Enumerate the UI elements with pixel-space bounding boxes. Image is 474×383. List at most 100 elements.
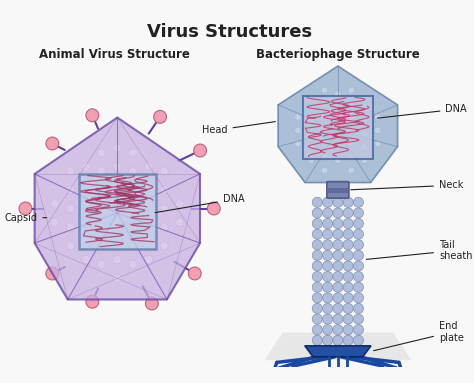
Circle shape [348, 87, 355, 94]
Circle shape [374, 114, 381, 120]
Circle shape [312, 272, 322, 282]
Circle shape [354, 240, 364, 250]
Circle shape [333, 293, 343, 303]
Circle shape [361, 144, 368, 150]
Circle shape [354, 293, 364, 303]
Circle shape [312, 240, 322, 250]
Circle shape [321, 127, 328, 134]
Bar [303, 97, 373, 159]
Circle shape [98, 149, 106, 157]
Circle shape [66, 204, 74, 213]
Circle shape [154, 110, 166, 123]
Circle shape [335, 131, 341, 137]
Circle shape [160, 167, 168, 175]
Circle shape [312, 208, 322, 218]
Circle shape [312, 314, 322, 324]
Circle shape [98, 167, 106, 175]
Circle shape [343, 197, 353, 207]
Circle shape [333, 250, 343, 260]
Circle shape [46, 137, 59, 150]
Bar [328, 188, 348, 193]
Circle shape [113, 218, 121, 226]
Circle shape [82, 181, 90, 189]
Circle shape [343, 314, 353, 324]
Circle shape [312, 197, 322, 207]
Circle shape [354, 282, 364, 292]
Circle shape [19, 202, 32, 215]
Circle shape [129, 242, 137, 250]
Circle shape [343, 272, 353, 282]
Text: Virus Structures: Virus Structures [147, 23, 312, 41]
Circle shape [354, 303, 364, 314]
Circle shape [145, 255, 153, 264]
Circle shape [312, 229, 322, 239]
Circle shape [354, 208, 364, 218]
Text: Pins: Pins [0, 382, 1, 383]
Circle shape [129, 223, 137, 231]
Circle shape [129, 167, 137, 175]
Circle shape [343, 303, 353, 314]
Circle shape [113, 274, 121, 282]
Circle shape [348, 114, 355, 120]
Circle shape [176, 200, 184, 208]
Circle shape [308, 131, 314, 137]
Text: Tail fibers: Tail fibers [0, 382, 1, 383]
Text: End
plate: End plate [374, 321, 464, 351]
FancyBboxPatch shape [327, 182, 349, 198]
Circle shape [145, 200, 153, 208]
Circle shape [322, 197, 333, 207]
Circle shape [268, 380, 277, 383]
Circle shape [333, 218, 343, 229]
Circle shape [208, 202, 220, 215]
Circle shape [312, 335, 322, 345]
Circle shape [335, 90, 341, 97]
Circle shape [343, 293, 353, 303]
Circle shape [98, 242, 106, 250]
Circle shape [113, 255, 121, 264]
Circle shape [354, 325, 364, 335]
Circle shape [348, 167, 355, 173]
Circle shape [400, 374, 409, 383]
Circle shape [146, 297, 158, 310]
Circle shape [129, 186, 137, 194]
Text: Neck: Neck [351, 180, 463, 190]
Circle shape [113, 200, 121, 208]
Circle shape [321, 154, 328, 160]
Circle shape [82, 218, 90, 226]
Circle shape [343, 250, 353, 260]
Circle shape [374, 127, 381, 134]
Text: DNA: DNA [155, 194, 245, 213]
Circle shape [354, 314, 364, 324]
Circle shape [308, 144, 314, 150]
Circle shape [82, 162, 90, 171]
Circle shape [354, 218, 364, 229]
Circle shape [295, 114, 301, 120]
Circle shape [322, 282, 333, 292]
Circle shape [361, 157, 368, 164]
Bar [79, 173, 156, 249]
Circle shape [361, 131, 368, 137]
Circle shape [354, 197, 364, 207]
Circle shape [354, 229, 364, 239]
Polygon shape [35, 118, 200, 300]
Circle shape [335, 117, 341, 124]
Circle shape [98, 260, 106, 268]
Circle shape [348, 141, 355, 147]
Circle shape [129, 260, 137, 268]
Circle shape [322, 208, 333, 218]
Circle shape [354, 250, 364, 260]
Circle shape [312, 261, 322, 271]
Bar [318, 375, 358, 380]
Circle shape [354, 261, 364, 271]
Circle shape [343, 229, 353, 239]
Circle shape [66, 223, 74, 231]
Circle shape [333, 325, 343, 335]
Circle shape [361, 104, 368, 110]
Circle shape [343, 240, 353, 250]
Circle shape [98, 186, 106, 194]
Circle shape [98, 204, 106, 213]
Circle shape [321, 141, 328, 147]
Circle shape [176, 218, 184, 226]
Circle shape [333, 240, 343, 250]
Circle shape [160, 204, 168, 213]
